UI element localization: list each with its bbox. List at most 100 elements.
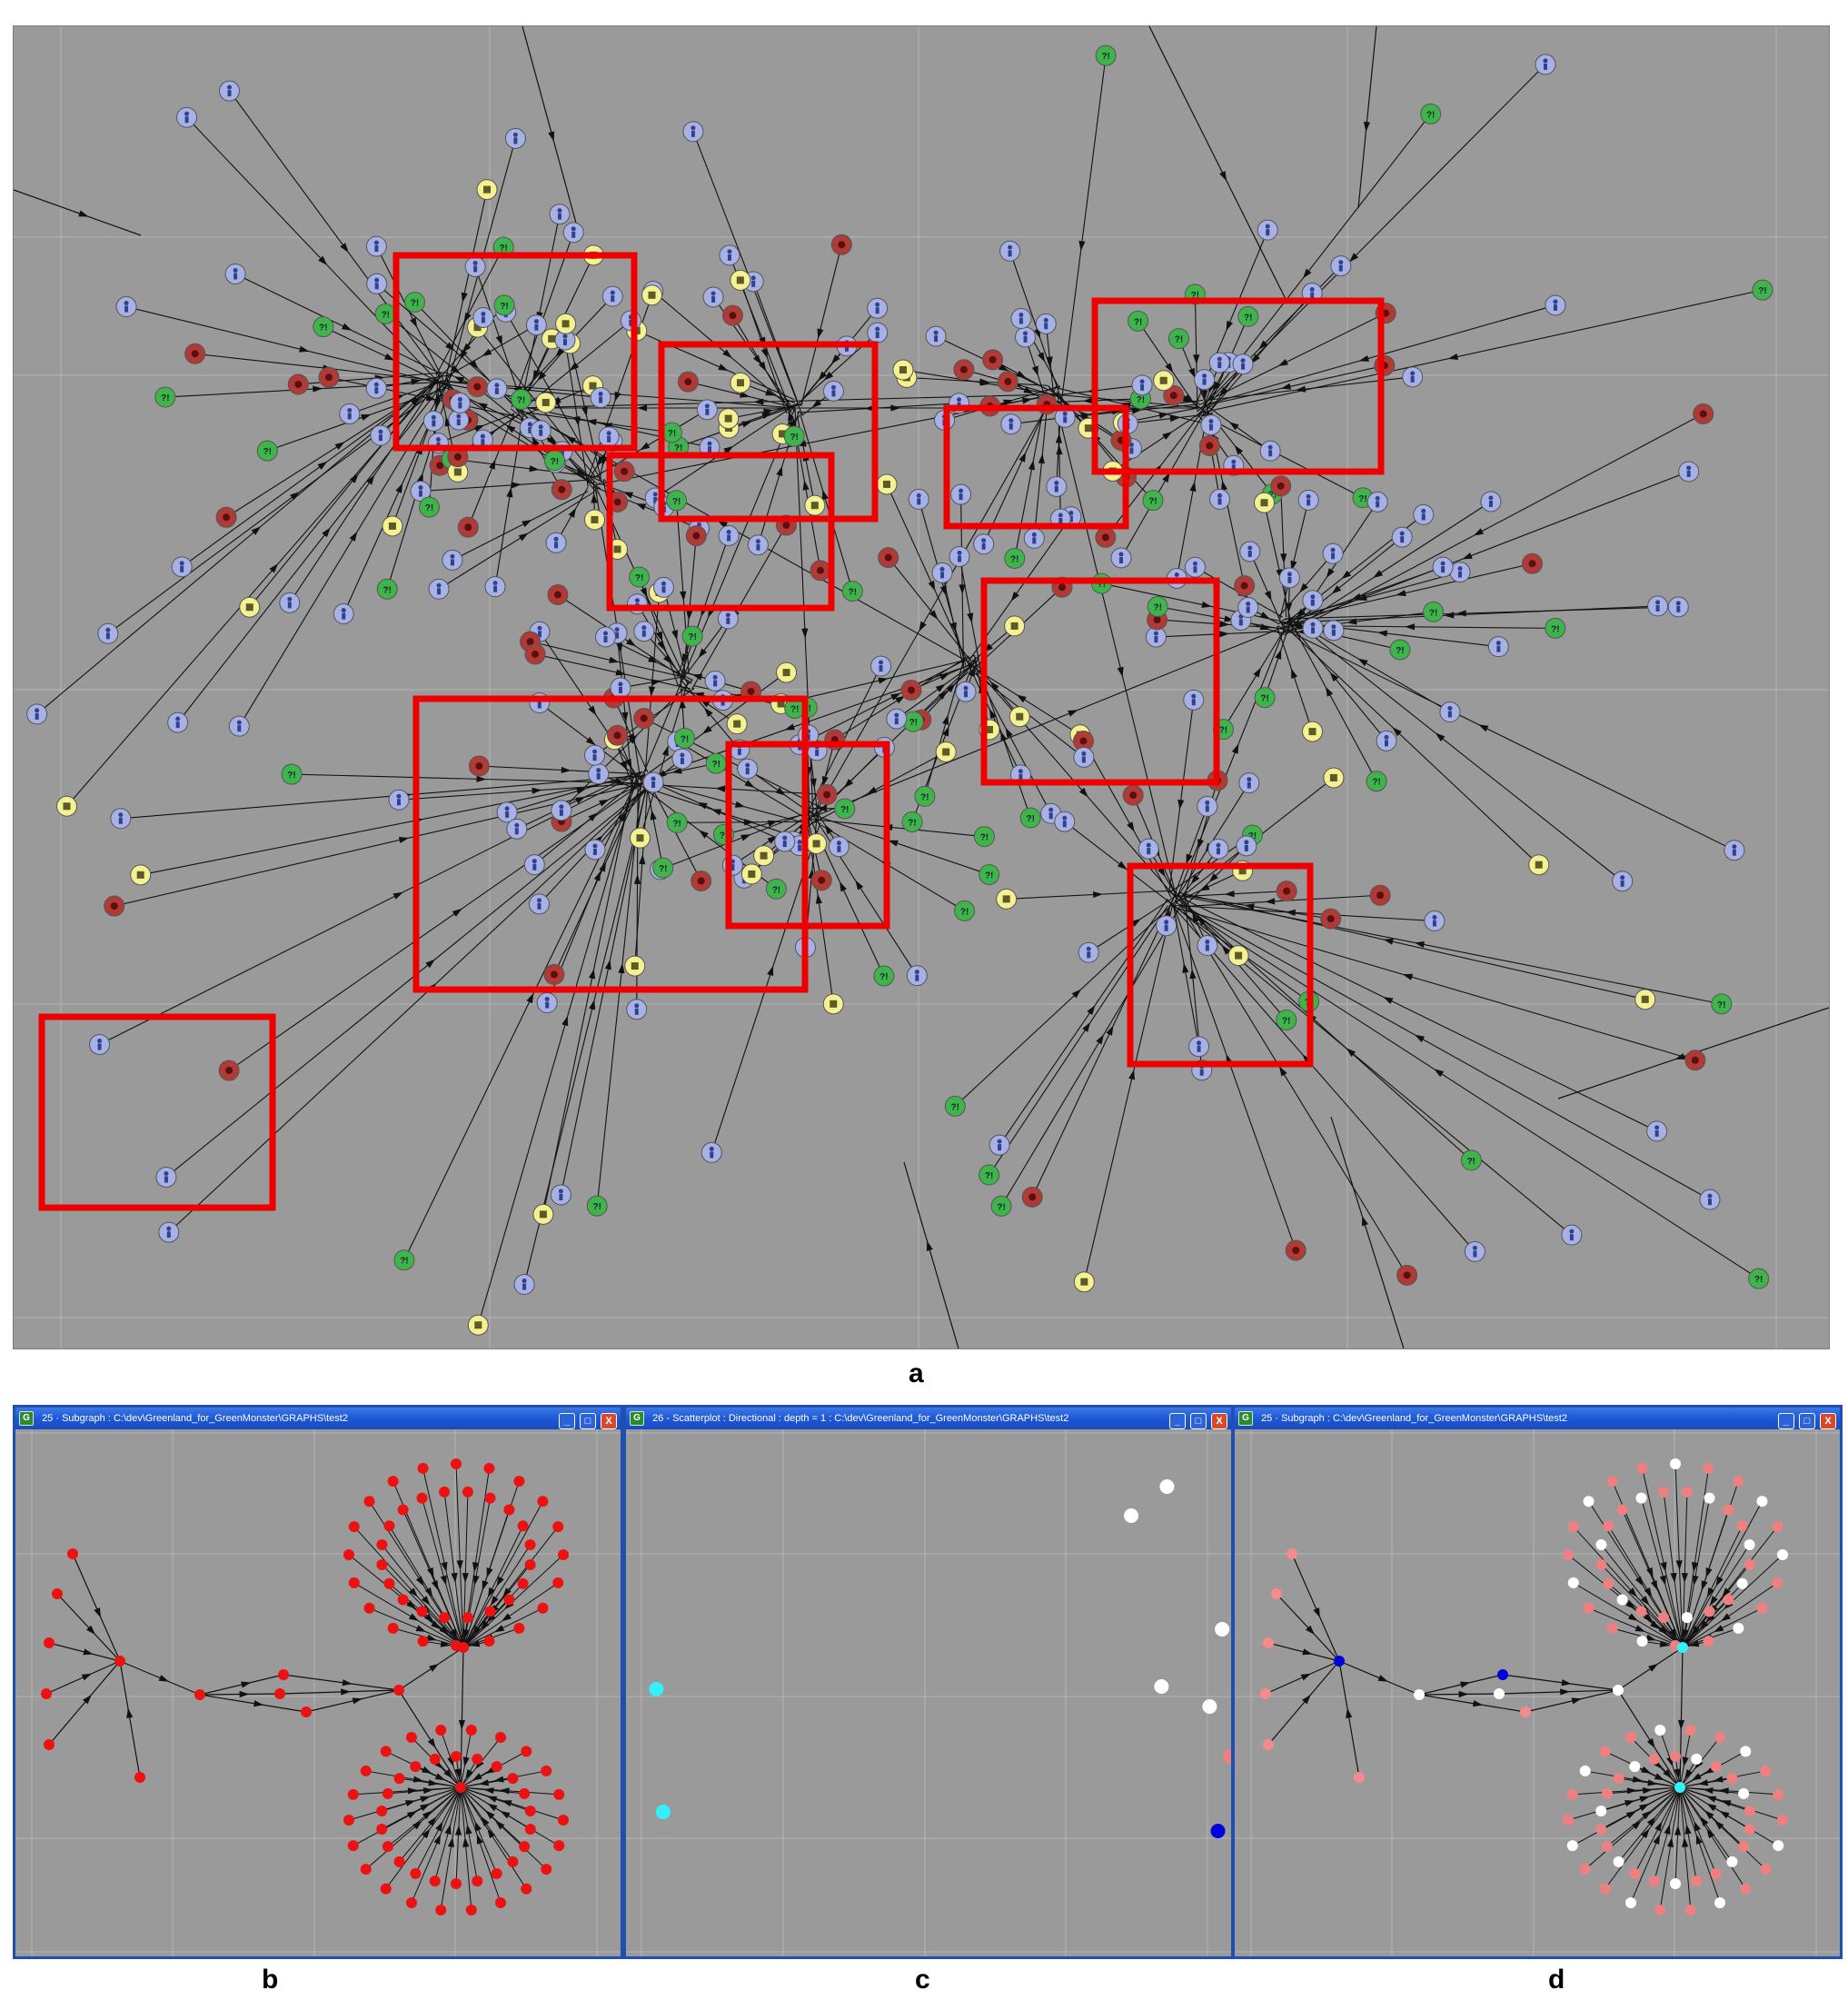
graph-node: ?! [666, 490, 688, 512]
graph-edge [462, 1509, 510, 1648]
threat-icon [1277, 482, 1285, 490]
edge-arrow [529, 465, 540, 473]
person-icon [1620, 875, 1625, 881]
graph-node [1740, 1746, 1752, 1757]
graph-edge [979, 669, 1031, 819]
edge-arrow [1376, 630, 1388, 637]
person-icon [1193, 566, 1197, 573]
close-button[interactable]: X [1211, 1413, 1227, 1429]
edge-arrow [495, 334, 502, 346]
graph-node [747, 534, 769, 556]
graph-node [1744, 1558, 1755, 1570]
graph-node [601, 285, 623, 307]
graph-node [1369, 884, 1391, 906]
threat-icon [324, 373, 333, 382]
graph-node [130, 864, 152, 886]
graph-node [1015, 326, 1037, 348]
graph-node [1726, 1773, 1738, 1785]
edge-arrow [1447, 353, 1459, 361]
graph-node [1710, 1867, 1722, 1879]
graph-node [1684, 1050, 1706, 1071]
graph-edge [1173, 904, 1435, 922]
graph-edge [1205, 364, 1385, 406]
edge-arrow [1644, 1613, 1654, 1623]
maximize-button[interactable]: □ [579, 1413, 596, 1429]
edge-arrow [477, 403, 488, 411]
unknown-glyph: ?! [668, 429, 676, 439]
edge-arrow [1087, 1005, 1096, 1016]
graph-node [464, 255, 486, 277]
graph-node [1078, 941, 1099, 963]
scatterplot-window-c[interactable]: G 26 - Scatterplot : Directional : depth… [623, 1405, 1234, 1959]
edge-arrow [1706, 1803, 1717, 1812]
graph-node [804, 494, 826, 516]
graph-node [996, 888, 1018, 910]
node-circle [154, 386, 176, 408]
graph-node [1023, 527, 1045, 549]
minimize-button[interactable]: _ [1168, 1413, 1186, 1429]
edge-arrow [1018, 452, 1027, 463]
graph-edge [1014, 389, 1048, 559]
person-icon [1140, 383, 1145, 391]
person-icon [1244, 844, 1248, 851]
graph-node [1183, 689, 1205, 711]
graph-node [376, 1806, 388, 1817]
maximize-button[interactable]: □ [1189, 1413, 1207, 1429]
graph-node [730, 372, 751, 393]
person-icon [233, 273, 238, 280]
window-titlebar[interactable]: G 26 - Scatterplot : Directional : depth… [626, 1408, 1231, 1429]
graph-node [1253, 492, 1275, 513]
threat-icon [989, 355, 997, 363]
graph-node [1197, 935, 1218, 957]
close-button[interactable]: X [1820, 1413, 1836, 1429]
subgraph-window-d[interactable]: G 25 · Subgraph : C:\dev\Greenland_for_G… [1232, 1405, 1843, 1959]
graph-edge [323, 326, 444, 384]
graph-edge [553, 778, 645, 975]
unknown-glyph: ?! [635, 573, 643, 583]
edge-arrow [767, 965, 774, 977]
graph-edge [474, 266, 522, 402]
graph-edge [14, 189, 142, 236]
window-titlebar[interactable]: G 25 · Subgraph : C:\dev\Greenland_for_G… [1235, 1408, 1840, 1429]
graph-edge [479, 765, 637, 775]
node-circle [586, 1195, 608, 1217]
graph-node [428, 578, 450, 600]
threat-icon [225, 1067, 233, 1075]
caption-c: c [915, 1965, 930, 1995]
edge-arrow [1346, 1048, 1356, 1057]
person-icon [537, 631, 541, 638]
maximize-button[interactable]: □ [1798, 1413, 1815, 1429]
graph-node [1278, 567, 1300, 589]
edge-arrow [699, 830, 709, 839]
edge-arrow [427, 1737, 436, 1748]
graph-node [429, 1753, 441, 1765]
edge-arrow [480, 1620, 490, 1630]
graph-node [476, 179, 498, 201]
unknown-glyph: ?! [1551, 624, 1559, 634]
close-button[interactable]: X [601, 1413, 617, 1429]
person-icon [1441, 566, 1446, 573]
minimize-button[interactable]: _ [1777, 1413, 1794, 1429]
graph-node [278, 1669, 289, 1680]
node-circle [376, 578, 398, 600]
edge-arrow [469, 1640, 481, 1647]
subgraph-window-b[interactable]: G 25 · Subgraph : C:\dev\Greenland_for_G… [13, 1405, 623, 1959]
graph-node [382, 1841, 393, 1853]
graph-edge [1573, 1526, 1684, 1648]
graph-node [691, 870, 712, 891]
graph-node: ?! [374, 303, 396, 324]
graph-edge [954, 900, 1177, 1107]
person-icon [614, 627, 620, 632]
person-icon [756, 543, 760, 551]
window-titlebar[interactable]: G 25 · Subgraph : C:\dev\Greenland_for_G… [15, 1408, 621, 1429]
person-icon [653, 496, 658, 503]
minimize-button[interactable]: _ [558, 1413, 575, 1429]
edge-arrow [1265, 898, 1276, 905]
graph-node [1122, 784, 1144, 806]
threat-icon [1028, 1193, 1037, 1201]
person-icon [1447, 711, 1452, 718]
graph-edge [1277, 625, 1314, 732]
graph-edge [1641, 1498, 1684, 1648]
document-icon [985, 725, 993, 733]
graph-edge [1573, 1582, 1684, 1648]
